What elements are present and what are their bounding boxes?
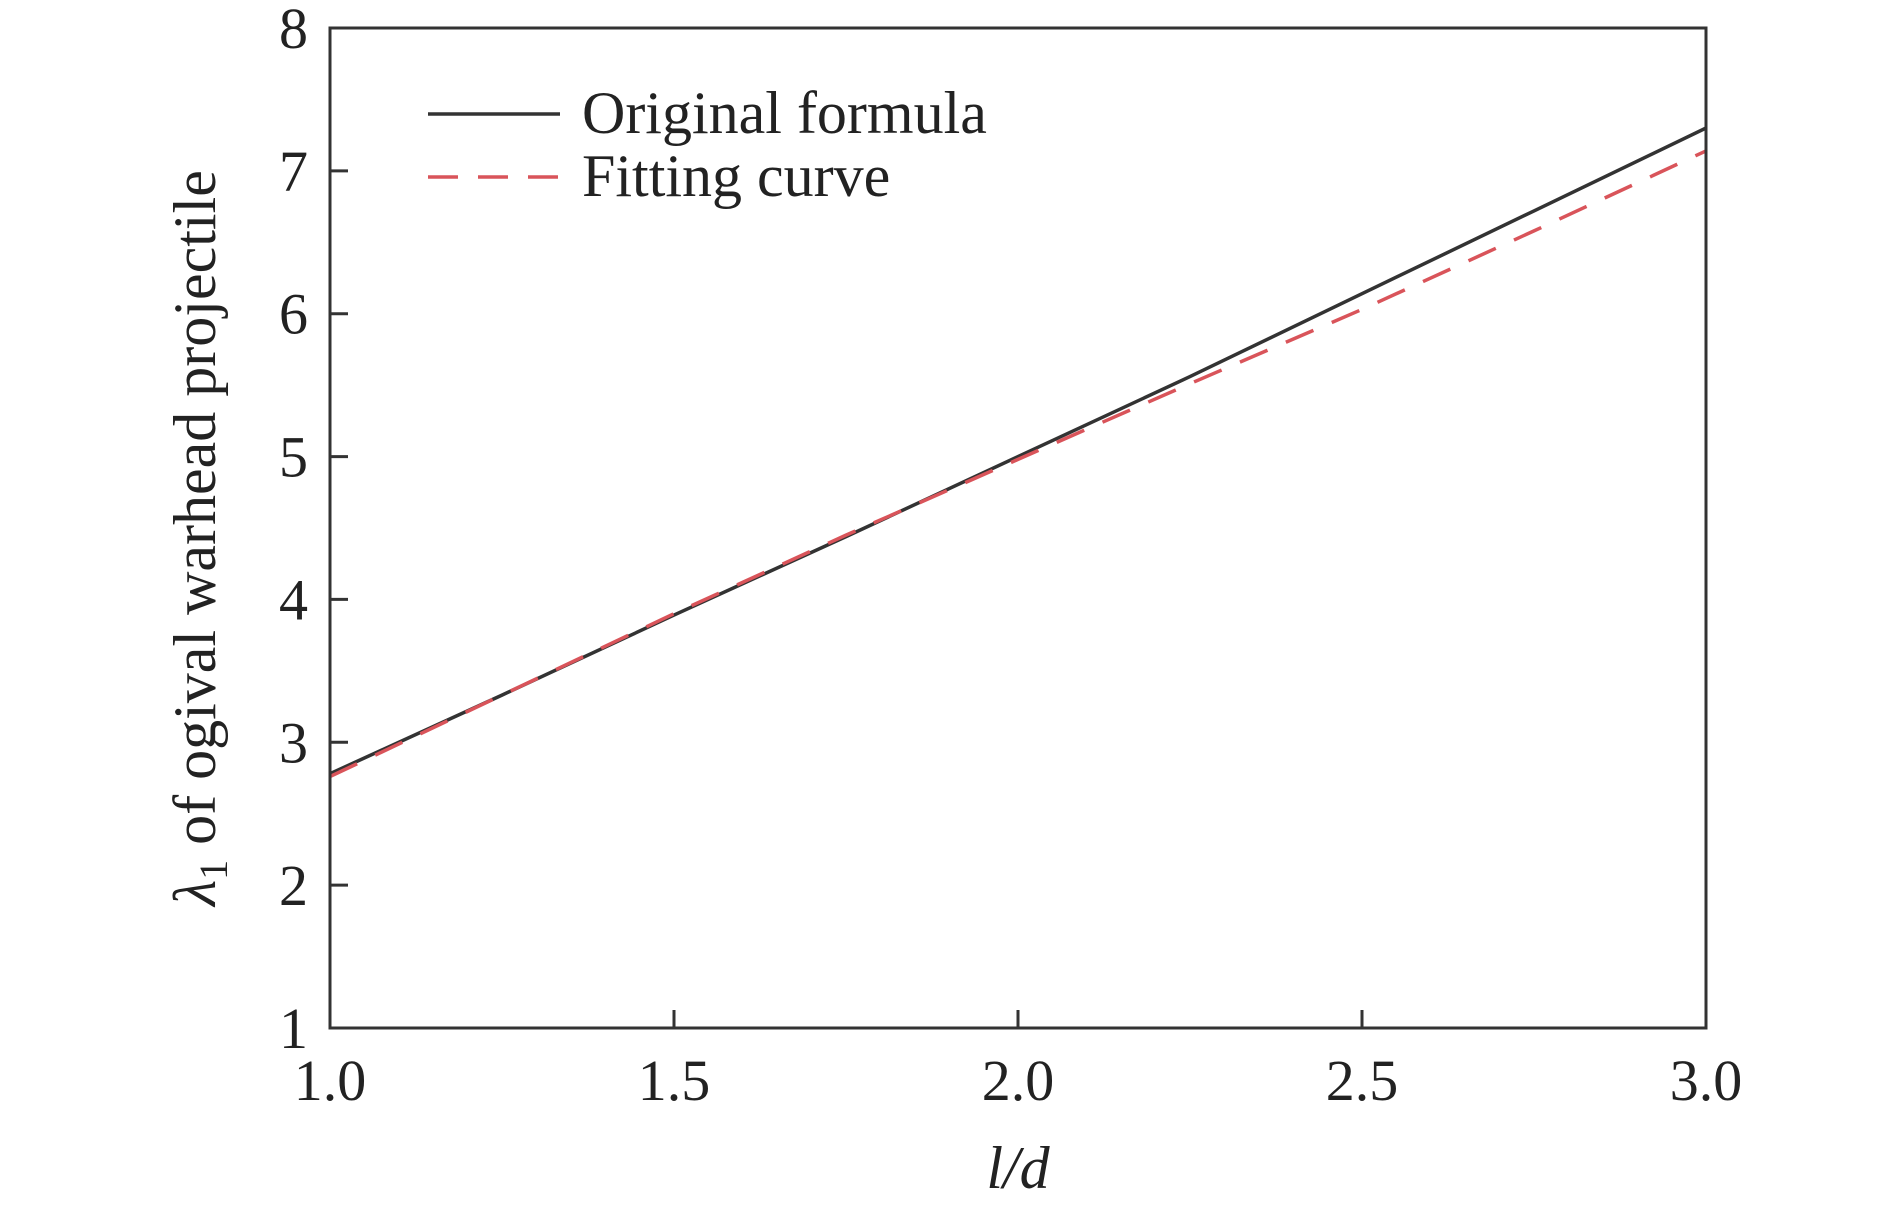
y-tick-label: 5 — [279, 425, 308, 490]
x-tick-label: 3.0 — [1670, 1048, 1743, 1113]
legend: Original formula Fitting curve — [428, 80, 987, 209]
y-tick-label: 6 — [279, 282, 308, 347]
legend-label-fitting-curve: Fitting curve — [582, 143, 890, 209]
x-tick-label: 2.0 — [982, 1048, 1055, 1113]
plot-frame — [328, 26, 1708, 1030]
series-line-fitting-curve — [329, 149, 1707, 779]
y-tick-label: 3 — [279, 710, 308, 775]
y-axis-label: λ1 of ogival warhead projectile — [162, 170, 236, 908]
x-tick-label: 2.5 — [1326, 1048, 1399, 1113]
y-tick-label: 1 — [279, 996, 308, 1061]
legend-label-original-formula: Original formula — [582, 80, 987, 146]
x-axis-label: l/d — [986, 1135, 1050, 1201]
ticks-layer: 1.0 1.5 2.0 2.5 3.0 1 2 3 4 5 6 7 8 — [279, 0, 1742, 1113]
y-axis-label-subscript: 1 — [191, 860, 236, 880]
y-tick-label: 4 — [279, 567, 308, 632]
x-tick-label: 1.0 — [294, 1048, 367, 1113]
x-tick-label: 1.5 — [638, 1048, 711, 1113]
y-axis-label-symbol: λ — [162, 880, 228, 908]
y-tick-label: 8 — [279, 0, 308, 61]
y-axis-label-text: of ogival warhead projectile — [162, 170, 228, 860]
series-layer — [329, 126, 1707, 779]
y-tick-label: 2 — [279, 853, 308, 918]
y-tick-label: 7 — [279, 139, 308, 204]
